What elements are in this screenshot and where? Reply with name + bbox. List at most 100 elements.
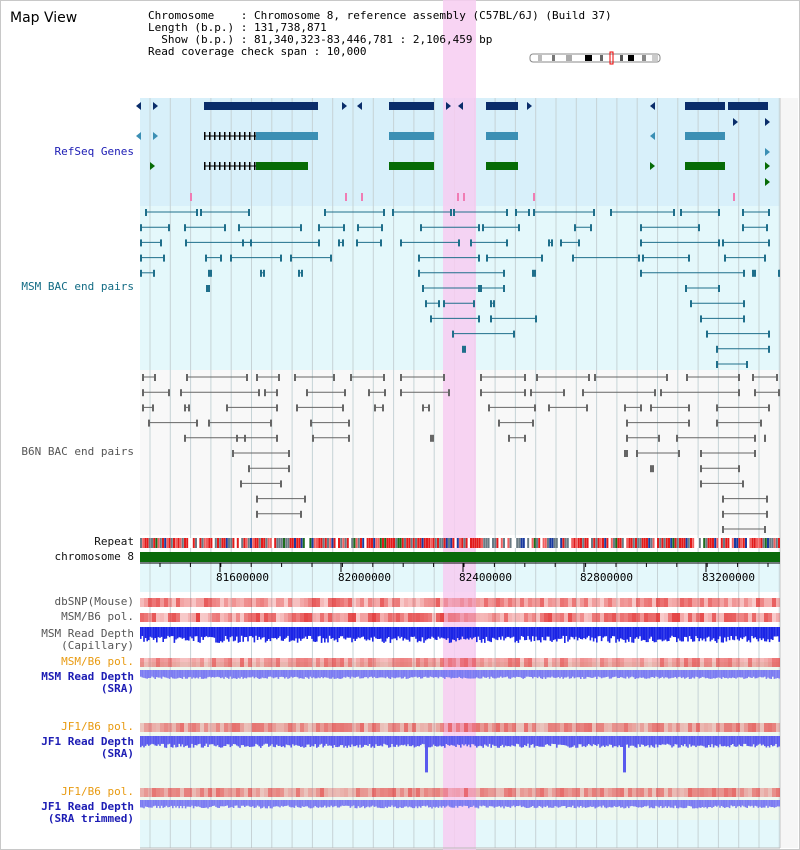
repeat-element [762, 538, 765, 548]
read-depth-bar [232, 670, 235, 679]
polymorphism-cell [484, 723, 488, 732]
msm-bac-pair [493, 300, 495, 308]
read-depth-bar [776, 736, 779, 748]
read-depth-bar [677, 736, 680, 748]
read-depth-bar [341, 736, 344, 746]
track-label-jf1-depth-sra[interactable]: JF1 Read Depth (SRA) [2, 736, 134, 760]
read-depth-bar [429, 670, 432, 677]
read-depth-bar [527, 800, 529, 808]
read-depth-bar [573, 670, 576, 679]
track-label-refseq[interactable]: RefSeq Genes [54, 145, 134, 158]
repeat-element [390, 538, 393, 548]
polymorphism-cell [384, 598, 388, 607]
track-label-jf1-b6-pol-1[interactable]: JF1/B6 pol. [61, 720, 134, 733]
track-label-repeat[interactable]: Repeat [94, 535, 134, 548]
polymorphism-cell [156, 723, 160, 732]
polymorphism-cell [368, 598, 372, 607]
repeat-element [197, 538, 200, 548]
track-label-msm-bac[interactable]: MSM BAC end pairs [21, 280, 134, 293]
read-depth-bar [730, 627, 732, 636]
b6n-bac-pair [738, 374, 740, 381]
read-depth-bar [215, 736, 217, 747]
b6n-bac-pair [304, 495, 306, 503]
b6n-bac-pair [636, 450, 638, 457]
read-depth-bar [143, 800, 145, 809]
repeat-element [280, 538, 283, 548]
repeat-element [232, 538, 235, 548]
b6n-bac-pair [488, 404, 490, 412]
polymorphism-cell [216, 788, 220, 797]
read-depth-bar [154, 627, 156, 639]
repeat-element [646, 538, 648, 548]
polymorphism-cell [436, 723, 440, 732]
read-depth-bar [170, 670, 172, 678]
track-label-msm-b6-pol-1[interactable]: MSM/B6 pol. [61, 610, 134, 623]
read-depth-bar [480, 627, 483, 643]
polymorphism-cell [636, 723, 640, 732]
read-depth-bar [498, 736, 500, 748]
b6n-bac-pair [778, 389, 780, 397]
read-depth-bar [714, 736, 716, 746]
polymorphism-cell [568, 613, 572, 622]
track-label-msm-b6-pol-2[interactable]: MSM/B6 pol. [61, 655, 134, 668]
refseq-gene [685, 162, 725, 170]
polymorphism-cell [392, 658, 396, 667]
read-depth-bar [349, 627, 352, 638]
read-depth-bar [255, 736, 257, 744]
read-depth-bar [767, 627, 769, 640]
polymorphism-cell [176, 723, 180, 732]
read-depth-bar [258, 627, 260, 637]
read-depth-bar [410, 736, 412, 747]
track-label-jf1-b6-pol-2[interactable]: JF1/B6 pol. [61, 785, 134, 798]
read-depth-bar [772, 627, 774, 640]
polymorphism-cell [300, 658, 304, 667]
read-depth-bar [669, 800, 672, 808]
read-depth-bar [168, 670, 171, 679]
read-depth-bar [634, 800, 636, 807]
polymorphism-cell [640, 723, 644, 732]
read-depth-bar [648, 800, 651, 809]
read-depth-bar [736, 627, 739, 640]
read-depth-bar [573, 627, 576, 640]
polymorphism-cell [292, 598, 296, 607]
b6n-bac-pair [480, 389, 482, 397]
vertical-scrollbar[interactable] [780, 98, 798, 848]
read-depth-bar [229, 627, 232, 638]
read-depth-bar [543, 736, 545, 747]
read-depth-bar [212, 670, 214, 677]
read-depth-bar [479, 670, 481, 679]
polymorphism-cell [352, 598, 356, 607]
read-depth-bar [444, 627, 446, 639]
polymorphism-cell [504, 658, 508, 667]
read-depth-bar [600, 670, 603, 679]
read-depth-bar [309, 627, 312, 636]
read-depth-bar [293, 627, 296, 641]
b6n-bac-pair [306, 389, 308, 397]
track-label-msm-depth-sra[interactable]: MSM Read Depth (SRA) [2, 671, 134, 695]
read-depth-bar [157, 800, 160, 806]
read-depth-bar [541, 800, 544, 809]
polymorphism-cell [200, 598, 204, 607]
track-label-msm-depth-capillary[interactable]: MSM Read Depth (Capillary) [2, 628, 134, 652]
repeat-element [681, 538, 684, 548]
polymorphism-cell [572, 598, 576, 607]
msm-bac-pair [163, 254, 165, 262]
track-label-dbsnp[interactable]: dbSNP(Mouse) [54, 595, 134, 608]
b6n-bac-pair [186, 374, 188, 381]
track-label-jf1-depth-trimmed[interactable]: JF1 Read Depth (SRA trimmed) [2, 801, 134, 825]
read-depth-bar [669, 670, 672, 679]
read-depth-bar [740, 670, 742, 678]
read-depth-bar [237, 627, 240, 643]
read-depth-bar [343, 670, 345, 678]
read-depth-bar [240, 736, 243, 746]
msm-bac-pair [210, 269, 212, 277]
read-depth-bar [690, 736, 692, 747]
polymorphism-cell [580, 788, 584, 797]
repeat-element [263, 538, 266, 548]
read-depth-bar [562, 736, 564, 745]
polymorphism-cell [180, 788, 184, 797]
repeat-element [362, 538, 365, 548]
track-label-b6n-bac[interactable]: B6N BAC end pairs [21, 445, 134, 458]
read-depth-bar [328, 800, 331, 808]
